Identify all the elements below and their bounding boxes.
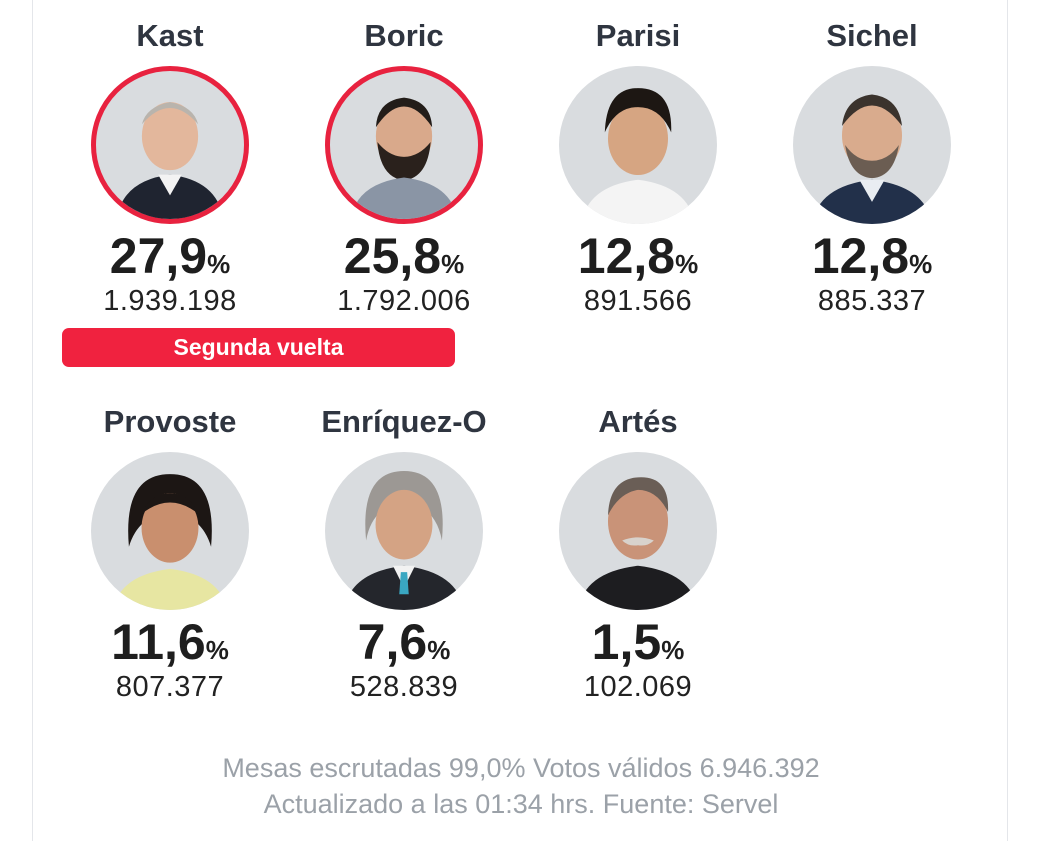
portrait-icon bbox=[343, 470, 465, 610]
footer-source-line: Actualizado a las 01:34 hrs. Fuente: Ser… bbox=[263, 789, 779, 819]
percent-sign: % bbox=[661, 635, 685, 665]
candidate-photo bbox=[559, 452, 717, 610]
vote-count: 807.377 bbox=[115, 671, 225, 703]
candidate-photo bbox=[559, 66, 717, 224]
percent-line: 27,9% bbox=[55, 228, 285, 284]
candidate-name: Enríquez-O bbox=[321, 404, 487, 439]
candidate-photo bbox=[325, 452, 483, 610]
percent-line: 7,6% bbox=[289, 614, 519, 670]
percent-sign: % bbox=[675, 249, 699, 279]
candidate-card-enriquez-o[interactable]: Enríquez-O 7,6% 528.839 bbox=[289, 404, 519, 704]
results-panel: Kast 27,9% 1.939.198 Boric 25,8% bbox=[32, 0, 1008, 841]
percent-value: 11,6 bbox=[111, 614, 206, 670]
vote-count: 1.792.006 bbox=[337, 285, 471, 317]
percent-sign: % bbox=[909, 249, 933, 279]
candidate-name: Parisi bbox=[595, 18, 681, 53]
candidate-card-artes[interactable]: Artés 1,5% 102.069 bbox=[523, 404, 753, 704]
candidate-name: Artés bbox=[598, 404, 678, 439]
candidate-name: Provoste bbox=[103, 404, 237, 439]
portrait-icon bbox=[581, 88, 695, 224]
runoff-badge: Segunda vuelta bbox=[62, 328, 455, 367]
percent-value: 12,8 bbox=[811, 228, 910, 284]
portrait-icon bbox=[116, 102, 224, 219]
results-footer: Mesas escrutadas 99,0% Votos válidos 6.9… bbox=[33, 750, 1009, 822]
vote-count: 1.939.198 bbox=[103, 285, 237, 317]
percent-sign: % bbox=[207, 249, 231, 279]
candidate-photo bbox=[91, 66, 249, 224]
percent-value: 27,9 bbox=[109, 228, 208, 284]
percent-sign: % bbox=[441, 249, 465, 279]
vote-count: 528.839 bbox=[349, 671, 459, 703]
portrait-icon bbox=[113, 474, 227, 610]
percent-line: 11,6% bbox=[55, 614, 285, 670]
percent-value: 7,6 bbox=[357, 614, 428, 670]
candidate-card-parisi[interactable]: Parisi 12,8% 891.566 bbox=[523, 18, 753, 318]
candidate-photo bbox=[793, 66, 951, 224]
percent-sign: % bbox=[205, 635, 229, 665]
candidate-name: Boric bbox=[364, 18, 444, 53]
footer-counted-line: Mesas escrutadas 99,0% Votos válidos 6.9… bbox=[222, 753, 820, 783]
candidate-card-sichel[interactable]: Sichel 12,8% 885.337 bbox=[757, 18, 987, 318]
vote-count: 891.566 bbox=[583, 285, 693, 317]
percent-value: 12,8 bbox=[577, 228, 676, 284]
portrait-icon bbox=[811, 94, 933, 224]
candidate-name: Kast bbox=[136, 18, 204, 53]
candidate-card-kast[interactable]: Kast 27,9% 1.939.198 bbox=[55, 18, 285, 318]
percent-line: 12,8% bbox=[523, 228, 753, 284]
percent-line: 25,8% bbox=[289, 228, 519, 284]
percent-sign: % bbox=[427, 635, 451, 665]
portrait-icon bbox=[577, 477, 699, 610]
candidate-card-boric[interactable]: Boric 25,8% 1.792.006 bbox=[289, 18, 519, 318]
candidate-photo bbox=[91, 452, 249, 610]
candidate-photo bbox=[325, 66, 483, 224]
portrait-icon bbox=[350, 97, 458, 219]
percent-value: 25,8 bbox=[343, 228, 442, 284]
candidate-card-provoste[interactable]: Provoste 11,6% 807.377 bbox=[55, 404, 285, 704]
percent-line: 1,5% bbox=[523, 614, 753, 670]
vote-count: 102.069 bbox=[583, 671, 693, 703]
candidate-name: Sichel bbox=[826, 18, 918, 53]
percent-value: 1,5 bbox=[591, 614, 662, 670]
vote-count: 885.337 bbox=[817, 285, 927, 317]
percent-line: 12,8% bbox=[757, 228, 987, 284]
